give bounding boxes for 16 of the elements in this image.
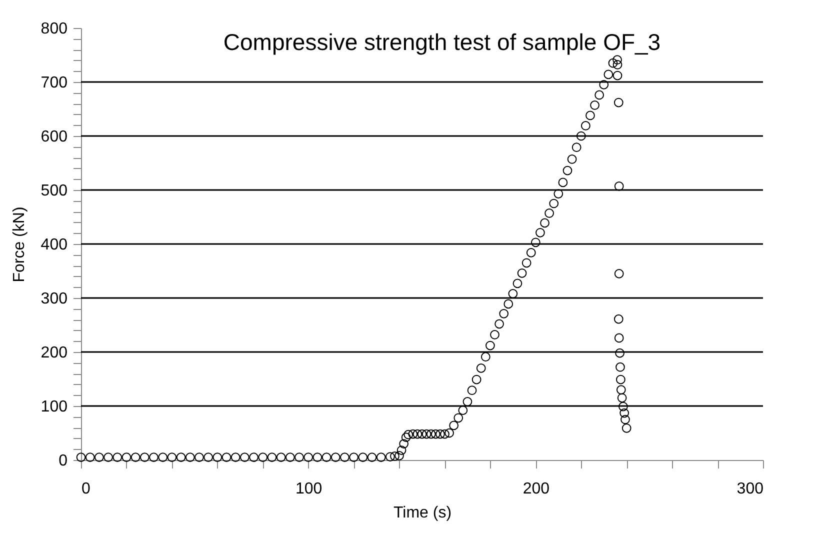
x-tick-label: 200 — [522, 480, 550, 498]
y-tick-label: 700 — [40, 74, 68, 92]
y-tick-label: 800 — [40, 20, 68, 38]
x-tick-label: 100 — [295, 480, 322, 498]
y-tick-label: 400 — [40, 236, 68, 254]
y-tick-label: 100 — [40, 398, 68, 416]
y-tick-label: 500 — [40, 182, 68, 200]
y-tick-label: 200 — [40, 344, 68, 362]
y-axis-title: Force (kN) — [10, 206, 28, 282]
x-tick-label: 0 — [82, 480, 90, 498]
y-tick-label: 0 — [58, 452, 68, 470]
x-tick-label: 300 — [736, 480, 764, 498]
chart-title: Compressive strength test of sample OF_3 — [223, 29, 661, 55]
y-tick-label: 600 — [40, 128, 68, 146]
y-tick-label: 300 — [40, 290, 68, 308]
x-axis-title: Time (s) — [393, 504, 452, 522]
